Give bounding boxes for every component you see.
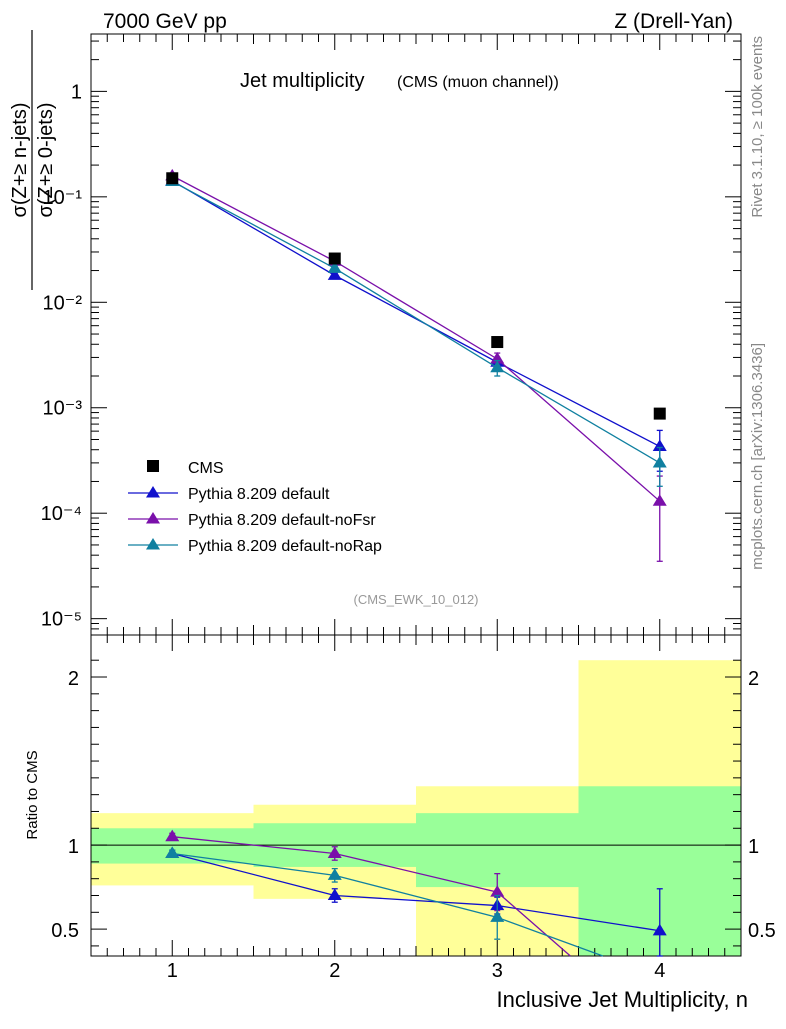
- legend-label-2: Pythia 8.209 default: [188, 486, 330, 503]
- series-1-point: [328, 252, 341, 265]
- ratio-y-tick-label-left: 0.5: [51, 920, 79, 942]
- y-axis-label-top: σ(Z+≥ n-jets) σ(Z+≥ 0-jets): [9, 30, 57, 290]
- ratio-series-3-point: [490, 910, 505, 922]
- bottom-frame: [90, 634, 742, 957]
- series-2-point: [327, 268, 342, 280]
- header-right: Z (Drell-Yan): [614, 10, 733, 33]
- series-4-point: [327, 261, 342, 273]
- ratio-series-2-point: [490, 885, 505, 897]
- ratio-y-tick-label-right: 0.5: [748, 920, 776, 942]
- y-tick-label: 1: [71, 81, 82, 103]
- legend-label-3: Pythia 8.209 default-noFsr: [188, 512, 376, 529]
- legend-marker-1: [147, 460, 159, 472]
- y-tick-label: 10⁻⁵: [41, 609, 82, 631]
- legend-label-1: CMS: [188, 460, 224, 477]
- x-axis-label: Inclusive Jet Multiplicity, n: [497, 987, 748, 1012]
- series-4-line: [171, 180, 661, 464]
- series-3-point: [490, 351, 505, 364]
- ratio-y-tick-label-left: 2: [68, 668, 79, 690]
- series-2-line: [171, 180, 661, 447]
- y-tick-label: 10⁻²: [43, 292, 83, 314]
- ratio-series-3-point: [165, 846, 180, 859]
- legend: CMS Pythia 8.209 default Pythia 8.209 defa…: [128, 460, 382, 555]
- header-left: 7000 GeV pp: [103, 10, 227, 33]
- ratio-series-1-point: [652, 923, 667, 936]
- x-tick-label: 4: [654, 960, 665, 982]
- series-3-line: [171, 175, 661, 502]
- y-tick-label: 10⁻³: [43, 398, 83, 420]
- series-1-point: [653, 407, 666, 420]
- x-tick-label: 3: [492, 960, 503, 982]
- series-1-point: [491, 336, 504, 349]
- legend-marker-4: [146, 538, 160, 550]
- bottom-panel: 0.5 0.5 1 1 2 2 1 2 3 4: [51, 634, 776, 982]
- analysis-annotation: (CMS_EWK_10_012): [354, 592, 479, 607]
- x-tick-label: 1: [167, 960, 178, 982]
- ratio-series-3-point: [327, 868, 342, 880]
- ratio-series-1-line: [172, 852, 660, 932]
- ratio-series-1-point: [327, 888, 342, 901]
- plot-title-sub: (CMS (muon channel)): [397, 74, 559, 91]
- series-1-point: [166, 172, 179, 185]
- ratio-series-2-line: [172, 836, 571, 957]
- x-tick-label: 2: [329, 960, 340, 982]
- mcplots-label: mcplots.cern.ch [arXiv:1306.3436]: [749, 343, 766, 570]
- y-tick-label: 10⁻¹: [43, 187, 83, 209]
- y-axis-label-bottom: Ratio to CMS: [24, 750, 41, 839]
- series-4-point: [652, 455, 667, 468]
- legend-label-4: Pythia 8.209 default-noRap: [188, 538, 382, 555]
- rivet-label: Rivet 3.1.10, ≥ 100k events: [749, 36, 766, 218]
- y-tick-label: 10⁻⁴: [41, 503, 82, 525]
- ylabel-denominator: σ(Z+≥ 0-jets): [35, 103, 57, 218]
- ylabel-numerator: σ(Z+≥ n-jets): [9, 103, 31, 218]
- ratio-y-tick-label-right: 1: [748, 836, 759, 858]
- series-3-point: [652, 494, 667, 506]
- ratio-series-3-line: [172, 852, 604, 957]
- ratio-y-tick-label-left: 1: [68, 836, 79, 858]
- legend-marker-2: [146, 486, 160, 498]
- plot-title-main: Jet multiplicity: [240, 70, 364, 92]
- ratio-y-tick-label-right: 2: [748, 668, 759, 690]
- series-2-point: [652, 439, 667, 451]
- series-4-point: [490, 360, 505, 373]
- ratio-series-2-point: [327, 846, 342, 859]
- ratio-series-2-point: [165, 829, 180, 842]
- legend-marker-3: [146, 512, 160, 524]
